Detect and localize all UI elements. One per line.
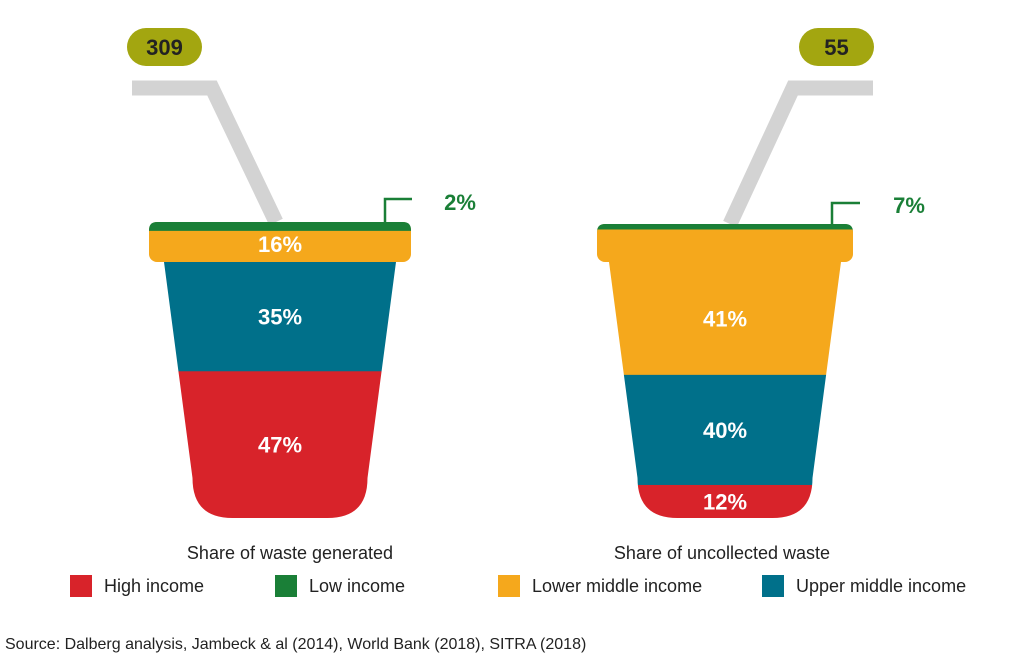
- total-badge-left: [127, 28, 202, 66]
- cup-left: 309 16% 35% 47% 2% Share of waste generated: [127, 28, 476, 563]
- total-badge-right: [799, 28, 874, 66]
- total-label-left: 309: [146, 35, 183, 60]
- segment-right-low-income: [597, 224, 853, 232]
- legend-item-low-income: Low income: [275, 575, 405, 597]
- data-label-left-low-income: 2%: [444, 190, 476, 215]
- callout-line-left: [383, 197, 412, 222]
- segment-left-high-income-body: [164, 371, 396, 518]
- segment-right-upper-middle-income-body: [609, 374, 841, 486]
- legend-item-lower-middle-income: Lower middle income: [498, 575, 702, 597]
- legend-swatch-low-income: [275, 575, 297, 597]
- legend-item-upper-middle-income: Upper middle income: [762, 575, 966, 597]
- cup-body-right: [609, 262, 841, 518]
- segment-right-lower-middle-income: [597, 224, 853, 262]
- data-label-left-lower-middle-income: 16%: [258, 232, 302, 257]
- legend: High income Low income Lower middle inco…: [0, 575, 1009, 605]
- legend-item-high-income: High income: [70, 575, 204, 597]
- legend-label-high-income: High income: [104, 575, 205, 596]
- total-label-right: 55: [824, 35, 848, 60]
- segment-left-low-income: [149, 222, 411, 231]
- straw-left: [132, 80, 283, 226]
- cup-body-left: [164, 262, 396, 518]
- cup-right: 55 41% 40% 12% 7% Share of uncollected waste: [597, 28, 925, 563]
- data-label-left-high-income: 47%: [258, 433, 302, 458]
- data-label-right-high-income: 12%: [703, 489, 747, 514]
- legend-label-low-income: Low income: [309, 575, 406, 596]
- legend-label-upper-middle-income: Upper middle income: [796, 575, 967, 596]
- legend-swatch-upper-middle-income: [762, 575, 784, 597]
- data-label-left-upper-middle-income: 35%: [258, 305, 302, 330]
- cups-chart: 309 16% 35% 47% 2% Share of waste generated 55…: [127, 28, 925, 563]
- straw-right: [723, 80, 873, 228]
- cup-title-left: Share of waste generated: [187, 543, 393, 563]
- legend-swatch-lower-middle-income: [498, 575, 520, 597]
- segment-right-lower-middle-income-body: [609, 262, 841, 376]
- callout-line-right: [830, 201, 860, 224]
- segment-left-lower-middle-income: [149, 222, 411, 262]
- source-note: Source: Dalberg analysis, Jambeck & al (…: [5, 636, 587, 653]
- segment-left-upper-middle-income-body: [164, 262, 396, 372]
- data-label-right-upper-middle-income: 40%: [703, 418, 747, 443]
- cup-title-right: Share of uncollected waste: [614, 543, 830, 563]
- data-label-right-low-income: 7%: [893, 193, 925, 218]
- data-label-right-lower-middle-income: 41%: [703, 306, 747, 331]
- legend-label-lower-middle-income: Lower middle income: [532, 575, 703, 596]
- legend-swatch-high-income: [70, 575, 92, 597]
